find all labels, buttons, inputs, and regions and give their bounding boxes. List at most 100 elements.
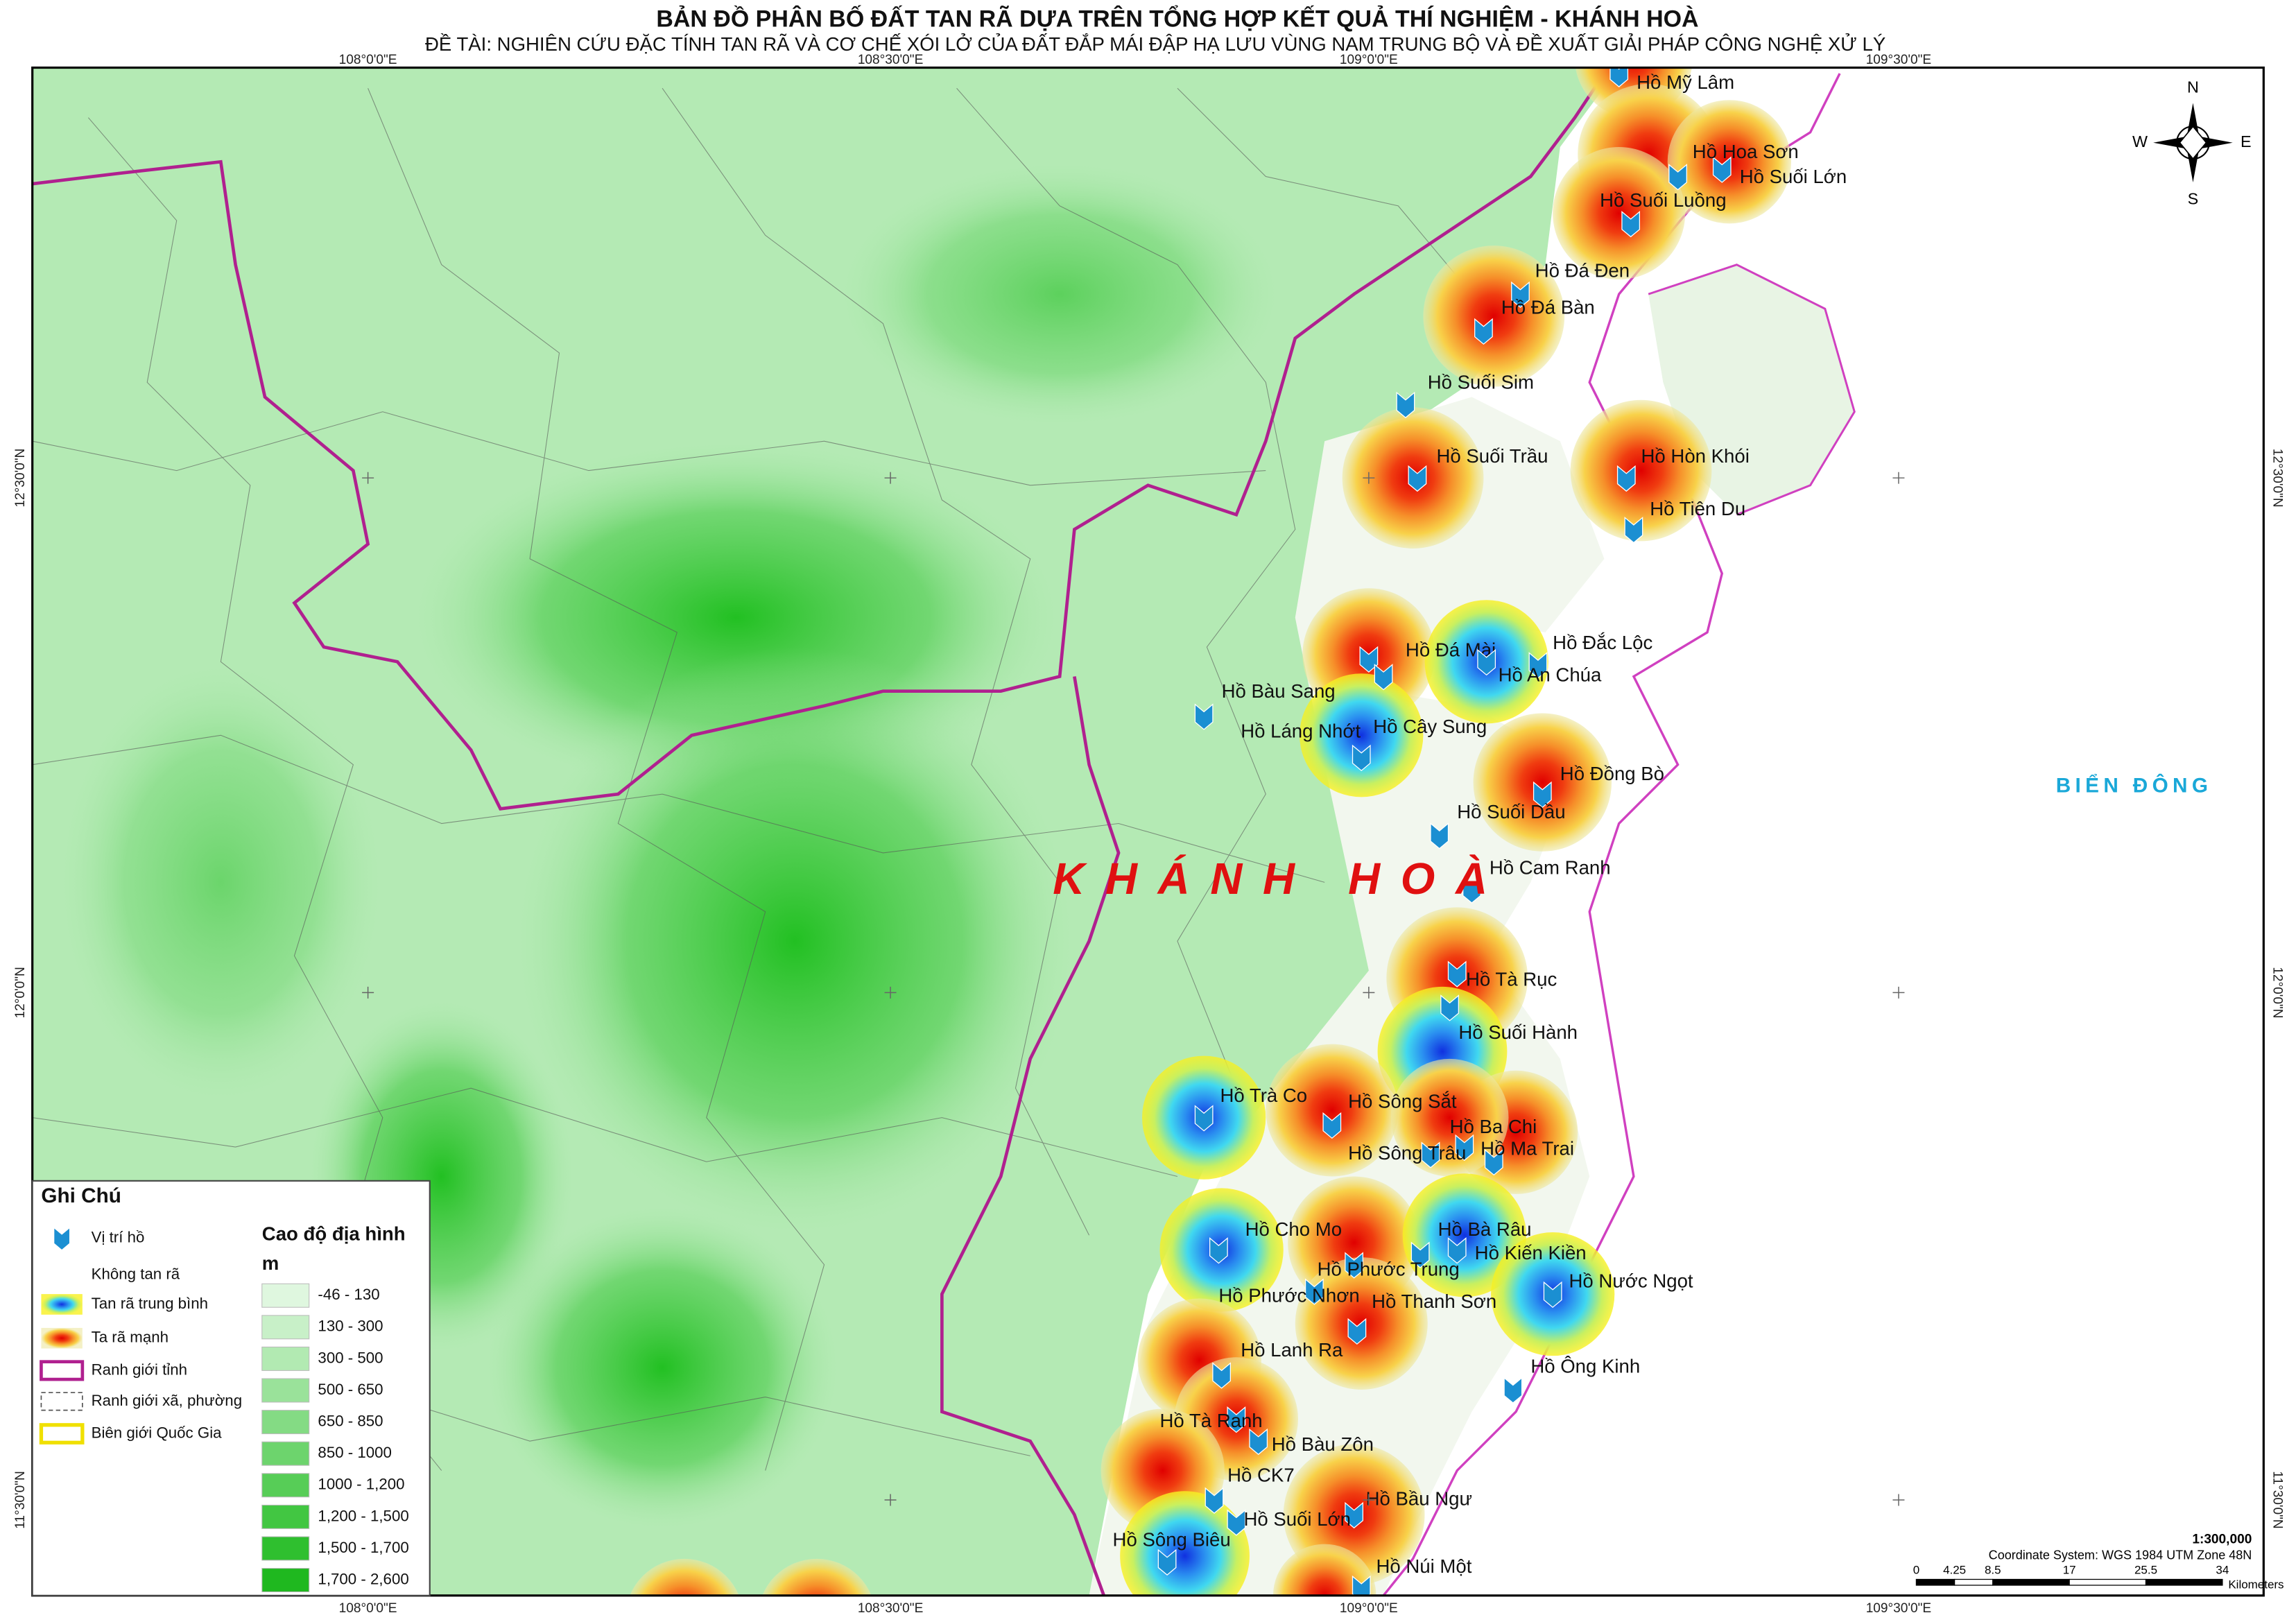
coastline	[1382, 73, 1841, 1596]
scale-segment	[2145, 1578, 2223, 1586]
heat-medium	[1300, 673, 1424, 797]
graticule-cross	[1892, 472, 1905, 484]
mountain	[515, 647, 1075, 1236]
scale-tick-label: 17	[2063, 1563, 2076, 1576]
title: BẢN ĐỒ PHÂN BỐ ĐẤT TAN RÃ DỰA TRÊN TỔNG …	[656, 6, 1698, 33]
lat-label-right: 12°0'0"N	[2270, 967, 2284, 1018]
scale-segment	[1992, 1578, 2070, 1586]
lake-marker	[1447, 960, 1467, 987]
elevation-label: 500 - 650	[318, 1381, 383, 1398]
elevation-swatch	[261, 1504, 310, 1529]
scale-ratio: 1:300,000	[2192, 1532, 2252, 1546]
legend-title: Ghi Chú	[41, 1184, 121, 1207]
scale-tick-label: 0	[1913, 1563, 1919, 1576]
legend: Ghi Chú Cao độ địa hình m Vị trí hồ Không…	[31, 1180, 431, 1596]
province-label: KHÁNH HOÀ	[1053, 854, 1508, 904]
lake-label: Hồ An Chúa	[1499, 664, 1602, 686]
lake-marker	[1396, 391, 1415, 419]
lake-label: Hồ Phước Nhơn	[1218, 1285, 1359, 1306]
mountain	[838, 162, 1281, 426]
legend-swatch	[41, 1294, 83, 1315]
lake-label: Hồ Suối Trầu	[1436, 445, 1548, 467]
lat-label-left: 12°30'0"N	[13, 449, 28, 508]
graticule-cross	[1892, 1494, 1905, 1506]
lon-label-top: 108°30'0"E	[858, 53, 923, 67]
lake-marker	[1440, 994, 1459, 1021]
graticule-cross	[884, 1494, 897, 1506]
lake-marker	[1477, 648, 1496, 676]
graticule-cross	[362, 986, 374, 999]
lat-label-left: 12°0'0"N	[13, 967, 28, 1018]
scale-unit: Kilometers	[2228, 1578, 2284, 1591]
lake-label: Hồ Suối Lớn	[1243, 1508, 1351, 1530]
subtitle: ĐỀ TÀI: NGHIÊN CỨU ĐẶC TÍNH TAN RÃ VÀ CƠ…	[425, 33, 1885, 55]
lake-label: Hồ Sông Biêu	[1113, 1529, 1231, 1551]
compass: N S E W	[2132, 78, 2252, 207]
lake-marker	[1347, 1318, 1367, 1345]
lake-marker	[1624, 517, 1643, 544]
lake-label: Hồ Đắc Lộc	[1553, 632, 1652, 653]
legend-label: Ranh giới tỉnh	[92, 1361, 187, 1378]
scale-segment	[2069, 1578, 2147, 1586]
lake-marker	[1543, 1281, 1562, 1309]
lake-marker	[1528, 652, 1548, 679]
lake-marker	[1462, 877, 1481, 904]
legend-swatch	[41, 1327, 83, 1349]
elevation-swatch	[261, 1315, 310, 1340]
lake-marker	[1503, 1377, 1523, 1404]
graticule-cross	[884, 986, 897, 999]
compass-w: W	[2132, 132, 2148, 150]
lake-marker	[1209, 1237, 1228, 1264]
lake-label: Hồ Ông Kinh	[1530, 1355, 1640, 1377]
province-boundary	[32, 72, 1606, 811]
graticule-cross	[884, 472, 897, 484]
lake-label: Hồ Sông Sắt	[1348, 1091, 1457, 1112]
coastline	[1648, 264, 1856, 516]
lake-label: Hồ Suối Lớn	[1740, 166, 1847, 187]
compass-s: S	[2188, 190, 2199, 208]
lake-label: Hồ Ba Chi	[1450, 1116, 1537, 1137]
legend-label: Không tan rã	[92, 1265, 180, 1282]
lon-label-bottom: 109°30'0"E	[1866, 1601, 1931, 1616]
lake-marker	[1359, 646, 1379, 673]
lat-label-right: 12°30'0"N	[2270, 449, 2284, 508]
lake-marker	[1194, 1105, 1214, 1132]
lake-label: Hồ Cho Mo	[1245, 1218, 1342, 1240]
lat-label-right: 11°30'0"N	[2270, 1471, 2284, 1528]
lake-marker	[53, 1226, 71, 1251]
graticule-cross	[1363, 986, 1375, 999]
heat-medium	[1402, 1173, 1526, 1297]
lake-label: Hồ Cam Ranh	[1490, 857, 1611, 879]
elevation-swatch	[261, 1410, 310, 1435]
lake-marker	[1712, 156, 1732, 183]
lake-marker	[1474, 318, 1493, 345]
scale-tick-label: 34	[2216, 1563, 2229, 1576]
scale-tick-label: 4.25	[1943, 1563, 1966, 1576]
heat-strong	[1553, 147, 1686, 279]
sea-label: BIỂN ĐÔNG	[2056, 773, 2213, 797]
lake-marker	[1511, 281, 1530, 309]
lake-marker	[1410, 1241, 1430, 1268]
elevation-label: 650 - 850	[318, 1412, 383, 1429]
lake-label: Hồ Bà Râu	[1438, 1218, 1532, 1240]
lake-label: Hồ Đồng Bò	[1560, 763, 1664, 784]
legend-swatch	[40, 1360, 85, 1381]
lake-label: Hồ Cây Sung	[1373, 716, 1487, 737]
lake-label: Hồ Tà Ranh	[1159, 1410, 1262, 1431]
lon-label-top: 109°0'0"E	[1340, 53, 1398, 67]
lake-label: Hồ Bàu Sang	[1222, 680, 1336, 702]
elevation-swatch	[261, 1441, 310, 1466]
elevation-label: 1000 - 1,200	[318, 1476, 404, 1493]
lat-label-left: 11°30'0"N	[13, 1471, 28, 1528]
lake-marker	[1430, 822, 1449, 849]
lon-label-bottom: 109°0'0"E	[1340, 1601, 1398, 1616]
elevation-label: 1,700 - 2,600	[318, 1570, 408, 1587]
legend-label: Biên giới Quốc Gia	[92, 1424, 223, 1441]
lon-label-bottom: 108°30'0"E	[858, 1601, 923, 1616]
scale-tick-label: 25.5	[2134, 1563, 2157, 1576]
lake-label: Hồ Suối Sim	[1428, 372, 1534, 393]
mountain	[58, 662, 383, 1103]
heat-strong	[1570, 399, 1712, 542]
lake-label: Hồ Đá Bàn	[1501, 297, 1595, 318]
